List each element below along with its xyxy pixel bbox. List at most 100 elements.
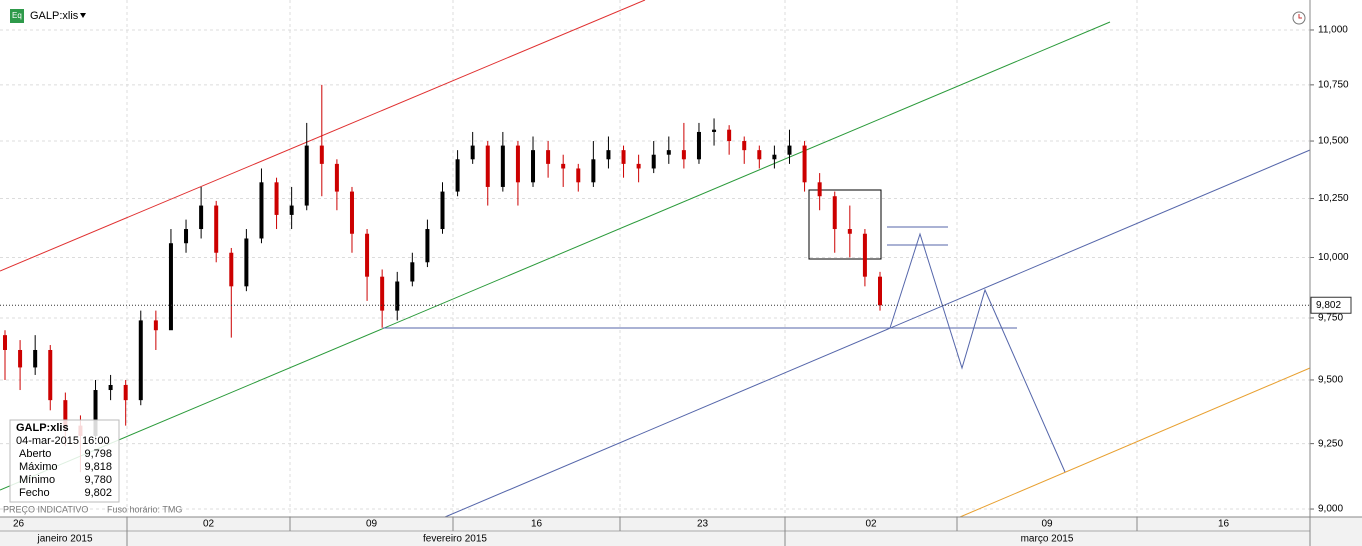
y-tick-label: 9,000 [1318,504,1343,515]
candle-body [455,159,460,192]
info-label: Máximo [19,461,58,473]
candle-body [772,154,777,160]
symbol-icon-text: Eq [12,11,22,20]
y-tick-label: 11,000 [1318,25,1348,36]
candle-body [349,191,354,234]
candle-body [395,281,400,311]
candle-body [576,168,581,183]
y-tick-label: 10,000 [1318,252,1349,263]
candle-body [138,320,143,401]
x-tick-label: 23 [697,519,709,530]
info-value: 9,780 [84,474,112,486]
last-price-box [1310,296,1352,314]
candle-body [123,384,128,401]
candle-body [365,233,370,277]
candle-body [410,262,415,282]
symbol-name[interactable]: GALP:xlis [30,10,79,22]
candle-body [802,145,807,183]
candle-body [561,163,566,169]
info-rows: Aberto 9,798 Máximo 9,818 Mínimo 9,780 Fecho 9,… [19,448,112,499]
candles [3,84,882,473]
candle-body [515,145,520,183]
trend-line [0,21,1111,491]
x-tick-label: 09 [366,519,378,530]
x-tick-label: 02 [203,519,215,530]
candle-body [591,159,596,183]
symbol-icon [10,9,24,23]
candle-body [787,145,792,155]
candle-body [274,182,279,215]
candle-body [259,182,264,239]
candle-body [63,400,68,426]
candle-body [862,233,867,277]
info-box: GALP:xlis 04-mar-2015 16:00 Aberto 9,798 M… [9,419,120,503]
trend-line [444,149,1311,518]
candle-body [184,229,189,244]
grid [0,0,1310,517]
candle-body [334,163,339,192]
symbol-dropdown[interactable] [80,13,86,18]
candle-body [199,205,204,230]
candle-body [531,150,536,183]
info-value: 9,818 [84,461,112,473]
y-tick-label: 9,750 [1318,313,1343,324]
candle-body [878,276,882,306]
candle-body [244,238,249,287]
candle-body [153,320,158,331]
candle-body [304,145,309,206]
candle-body [681,150,686,160]
x-tick-label: 16 [531,519,543,530]
candle-body [485,145,490,187]
info-title: GALP:xlis [16,422,69,434]
candle-body [380,276,385,311]
trend-line [0,0,646,272]
drawings [0,0,1311,518]
candle-body [847,229,852,234]
candle-body [229,252,234,287]
candle-body [742,141,747,151]
projection-path [889,232,1066,473]
info-box-frame [9,419,120,503]
info-value: 9,802 [84,487,112,499]
y-tick-label: 9,250 [1318,438,1343,449]
trend-line [959,367,1311,518]
candle-body [757,150,762,160]
info-label: Aberto [19,448,51,460]
candle-body [168,243,173,331]
candle-body [712,129,717,132]
month-label: março 2015 [1021,534,1074,545]
candle-body [48,349,53,401]
candle-body [319,145,324,164]
info-label: Mínimo [19,474,55,486]
candle-body [18,349,23,368]
candle-body [636,163,641,169]
candle-body [214,205,219,253]
candle-body [289,205,294,215]
x-tick-label: 26 [13,519,25,530]
x-tick-label: 09 [1041,519,1053,530]
month-label: fevereiro 2015 [423,534,487,545]
candle-body [500,145,505,187]
candle-body [546,150,551,164]
candle-body [33,349,38,368]
candle-body [108,384,113,391]
candle-body [470,145,475,160]
candle-body [93,390,98,436]
y-tick-label: 10,250 [1318,193,1349,204]
timezone: Fuso horário: TMG [107,504,182,514]
candle-body [696,131,701,160]
info-value: 9,798 [84,448,112,460]
y-tick-label: 10,500 [1318,136,1349,147]
y-tick-label: 9,500 [1318,375,1343,386]
month-label: janeiro 2015 [36,534,92,545]
price-note: PREÇO INDICATIVO [3,504,88,514]
candle-body [606,150,611,160]
last-price-label: 9,802 [1316,300,1341,311]
x-tick-label: 16 [1218,519,1230,530]
candle-body [3,335,7,350]
candle-body [425,229,430,263]
candle-body [440,191,445,230]
candle-body [651,154,656,169]
